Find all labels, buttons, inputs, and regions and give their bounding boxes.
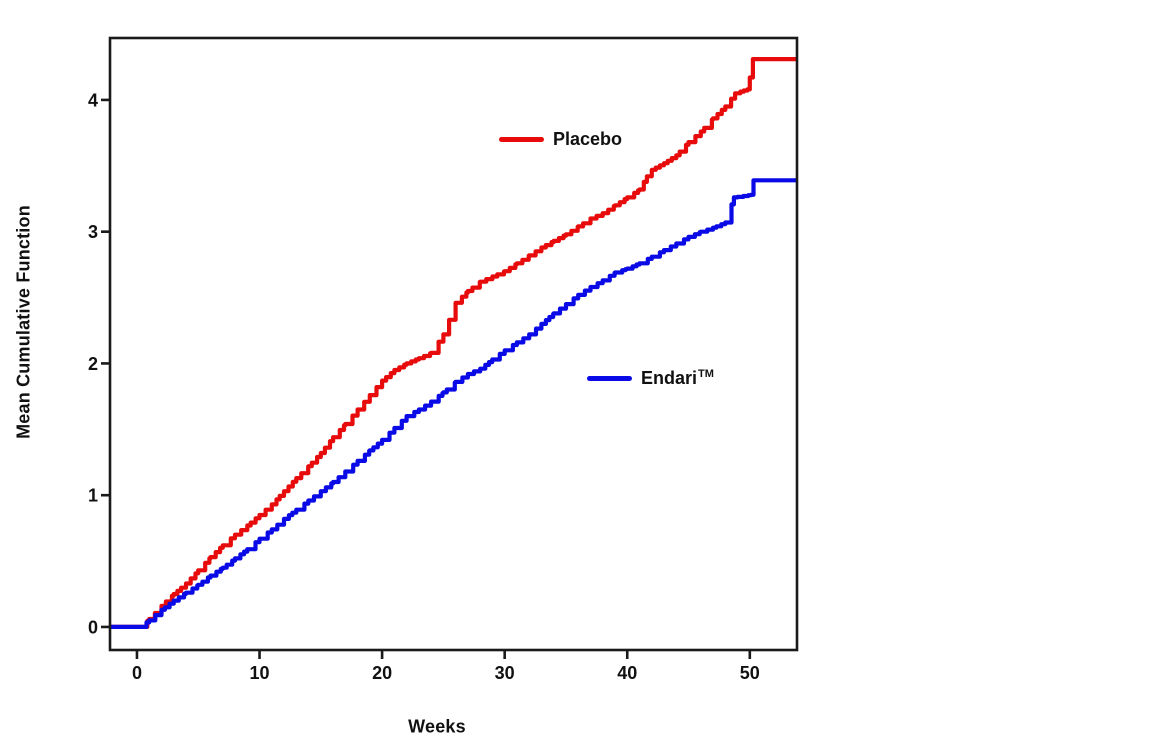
x-tick-label: 40 xyxy=(617,663,637,683)
legend-placebo-label: Placebo xyxy=(553,129,623,149)
y-axis-title: Mean Cumulative Function xyxy=(13,205,34,439)
series-curves xyxy=(110,57,797,629)
placebo-line-swatch xyxy=(499,137,544,142)
y-tick-label: 1 xyxy=(88,486,98,506)
x-tick-label: 20 xyxy=(372,663,392,683)
legend-endari: EndariTM xyxy=(587,368,714,389)
curve-placebo xyxy=(110,57,797,629)
x-tick-label: 30 xyxy=(495,663,515,683)
curve-endari xyxy=(110,178,797,629)
legend-placebo: Placebo xyxy=(499,129,622,150)
trademark-superscript: TM xyxy=(698,368,714,380)
plot-border xyxy=(108,36,799,652)
legend-endari-label: EndariTM xyxy=(641,368,714,388)
axis-ticks: 0 10 20 30 40 50 0 1 2 3 4 xyxy=(88,90,760,683)
y-tick-label: 2 xyxy=(88,354,98,374)
x-tick-label: 10 xyxy=(250,663,270,683)
endari-line-swatch xyxy=(587,376,632,381)
y-tick-label: 0 xyxy=(88,617,98,637)
x-tick-label: 50 xyxy=(740,663,760,683)
x-axis-title: Weeks xyxy=(408,716,466,737)
y-tick-label: 4 xyxy=(88,90,98,110)
y-tick-label: 3 xyxy=(88,222,98,242)
x-tick-label: 0 xyxy=(132,663,142,683)
